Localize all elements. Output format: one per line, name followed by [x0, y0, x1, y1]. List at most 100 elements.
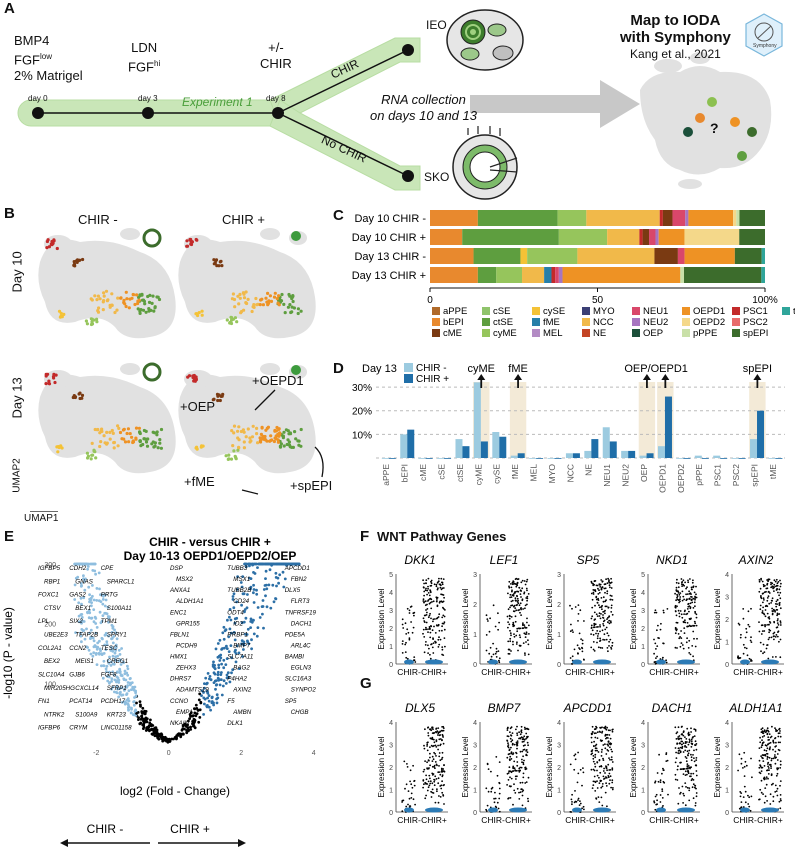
violin-point — [506, 756, 509, 759]
violin-point — [524, 583, 527, 586]
umap-cell-dot — [52, 239, 56, 243]
violin-point — [440, 729, 443, 732]
annot-oepd1: +OEPD1 — [252, 373, 304, 388]
violin-point — [685, 786, 687, 788]
umap-cell-dot — [84, 319, 88, 323]
umap-cell-dot — [263, 438, 268, 442]
violin-point — [427, 786, 430, 789]
volcano-point — [228, 680, 232, 684]
stacked-bar-segment — [761, 267, 765, 283]
volcano-point — [111, 626, 115, 630]
violin-point — [608, 581, 611, 584]
violin-point — [436, 588, 439, 591]
violin-point — [422, 786, 424, 789]
violin-point — [427, 726, 429, 729]
violin-point — [526, 728, 529, 730]
violin-point — [606, 647, 609, 649]
legend-label: aPPE — [443, 306, 467, 317]
violin-point — [428, 784, 431, 787]
violin-point — [577, 604, 580, 606]
violin-point — [674, 773, 677, 776]
violin-point — [423, 783, 425, 786]
violin-point — [779, 585, 782, 588]
violin-point — [508, 623, 511, 626]
legend-label: cyME — [493, 328, 517, 339]
umap-cell-dot — [135, 293, 139, 297]
volcano-point — [90, 601, 93, 604]
umap-cell-dot — [297, 443, 301, 447]
violin-point — [508, 617, 511, 620]
violin-point — [520, 608, 522, 611]
violin-point — [598, 615, 601, 617]
violin-point — [676, 768, 679, 771]
violin-point — [687, 767, 689, 770]
violin-point — [768, 602, 771, 605]
violin-point — [525, 580, 528, 583]
violin-point — [600, 606, 603, 608]
volcano-point — [112, 635, 116, 638]
violin-point — [433, 751, 435, 754]
violin-point — [776, 619, 779, 622]
violin-point — [775, 774, 778, 777]
umap-cell-dot — [136, 299, 140, 303]
direction-label-minus: CHIR - — [87, 822, 124, 836]
volcano-point — [141, 706, 145, 710]
volcano-point — [80, 616, 84, 619]
annotation-arrowhead — [642, 374, 651, 380]
violin-point — [425, 579, 428, 582]
umap-cell-dot — [133, 302, 137, 307]
volcano-point — [110, 645, 113, 649]
violin-point — [609, 638, 612, 641]
violin-point — [594, 756, 597, 759]
violin-point — [437, 587, 439, 590]
violin-point — [525, 737, 527, 740]
bar — [664, 396, 672, 458]
violin-point — [592, 757, 595, 760]
violin-point — [510, 616, 513, 618]
umap-cell-dot — [268, 439, 272, 443]
violin-point — [596, 635, 599, 637]
violin-x-label: CHIR- — [565, 667, 589, 677]
umap-cell-dot — [153, 305, 157, 309]
violin-point — [680, 737, 683, 740]
violin-point — [599, 624, 601, 626]
umap-cell-dot — [212, 262, 216, 266]
umap-cell-dot — [276, 301, 280, 305]
violin-point — [771, 613, 774, 616]
umap-cell-dot — [299, 427, 303, 432]
violin-point — [772, 782, 774, 785]
umap-cell-dot — [248, 436, 252, 440]
stacked-bar-segment — [739, 210, 765, 226]
volcano-point — [86, 565, 90, 568]
volcano-point — [147, 725, 151, 729]
violin-point — [690, 625, 693, 627]
violin-point — [571, 607, 573, 610]
violin-point — [432, 758, 435, 761]
violin-point — [524, 604, 527, 607]
violin-point — [693, 749, 695, 752]
violin-point — [605, 777, 608, 779]
violin-point — [441, 648, 444, 651]
violin-point — [438, 771, 441, 773]
bar — [731, 458, 739, 459]
volcano-point — [145, 720, 149, 724]
legend-swatch — [432, 329, 440, 337]
violin-point — [750, 641, 753, 643]
violin-point — [772, 739, 775, 742]
volcano-point — [200, 694, 203, 697]
violin-point — [767, 616, 770, 619]
violin-point — [742, 767, 744, 769]
volcano-point — [117, 695, 121, 699]
violin-point — [742, 652, 745, 655]
violin-point — [687, 732, 690, 735]
violin-point — [599, 771, 602, 774]
volcano-point — [219, 673, 223, 676]
violin-point — [683, 794, 685, 797]
umap-cell-dot — [146, 294, 150, 299]
violin-point — [436, 605, 439, 608]
violin-point — [759, 641, 762, 644]
stacked-bar-segment — [659, 210, 663, 226]
violin-point — [526, 578, 529, 581]
violin-point — [508, 586, 511, 589]
umap-cell-dot — [102, 434, 106, 438]
